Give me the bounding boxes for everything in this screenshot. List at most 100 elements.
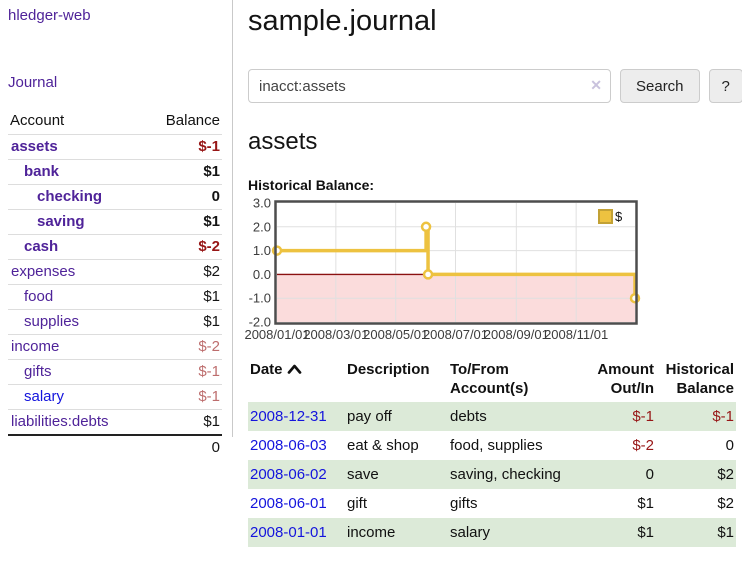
y-tick-label: -2.0 bbox=[249, 315, 271, 330]
transaction-description: income bbox=[347, 524, 396, 541]
y-tick-label: 2.0 bbox=[253, 219, 271, 234]
account-link[interactable]: supplies bbox=[24, 313, 80, 330]
account-link[interactable]: gifts bbox=[24, 363, 52, 380]
account-link[interactable]: expenses bbox=[11, 263, 76, 280]
account-row: liabilities:debts $1 bbox=[8, 409, 222, 436]
accounts-table-body: assets $-1 bank $1 checking 0 saving $1 cash $-2 e… bbox=[8, 134, 222, 436]
account-balance: $-1 bbox=[198, 138, 220, 155]
brand-link[interactable]: hledger-web bbox=[8, 7, 91, 24]
transaction-accounts: salary bbox=[450, 524, 491, 541]
account-row: assets $-1 bbox=[8, 134, 222, 160]
transaction-description: pay off bbox=[347, 408, 392, 425]
column-header-amount: Amount Out/In bbox=[597, 361, 654, 397]
transaction-date-link[interactable]: 2008-06-02 bbox=[250, 466, 327, 483]
account-balance: $1 bbox=[203, 413, 220, 430]
transaction-balance: $2 bbox=[717, 466, 734, 483]
transaction-amount: $1 bbox=[637, 524, 654, 541]
account-link[interactable]: bank bbox=[24, 163, 60, 180]
account-row: saving $1 bbox=[8, 209, 222, 235]
transaction-date-link[interactable]: 2008-12-31 bbox=[250, 408, 327, 425]
account-link[interactable]: checking bbox=[37, 188, 103, 205]
accounts-total-spacer bbox=[8, 435, 145, 460]
search-bar: ✕ Search ? bbox=[248, 69, 742, 103]
account-row: income $-2 bbox=[8, 334, 222, 360]
search-input-wrap: ✕ bbox=[248, 69, 611, 103]
account-balance: $1 bbox=[203, 313, 220, 330]
transaction-row: 2008-01-01 income salary $1 $1 bbox=[248, 518, 736, 547]
x-tick-label: 2008/03/01 bbox=[303, 327, 368, 342]
account-link[interactable]: cash bbox=[24, 238, 59, 255]
legend-label: $ bbox=[615, 209, 623, 224]
account-link[interactable]: saving bbox=[37, 213, 85, 230]
transaction-amount: $-1 bbox=[632, 408, 654, 425]
transaction-balance: $2 bbox=[717, 495, 734, 512]
transaction-row: 2008-06-02 save saving, checking 0 $2 bbox=[248, 460, 736, 489]
transaction-accounts: gifts bbox=[450, 495, 478, 512]
account-balance: $1 bbox=[203, 163, 220, 180]
account-link[interactable]: income bbox=[11, 338, 60, 355]
x-tick-label: 2008/09/01 bbox=[484, 327, 549, 342]
chevron-up-icon bbox=[287, 361, 302, 380]
account-row: food $1 bbox=[8, 284, 222, 310]
data-point bbox=[420, 221, 432, 233]
account-balance: $-2 bbox=[198, 338, 220, 355]
account-link[interactable]: assets bbox=[11, 138, 58, 155]
main-content: sample.journal ✕ Search ? assets Histori… bbox=[233, 0, 742, 547]
account-row: gifts $-1 bbox=[8, 359, 222, 385]
data-point bbox=[629, 292, 641, 304]
account-balance: $2 bbox=[203, 263, 220, 280]
x-tick-label: 2008/11/01 bbox=[544, 327, 608, 342]
transaction-accounts: debts bbox=[450, 408, 487, 425]
search-button[interactable]: Search bbox=[620, 69, 700, 103]
transactions-table-body: 2008-12-31 pay off debts $-1 $-1 2008-06-03 ea… bbox=[248, 402, 736, 547]
transaction-amount: 0 bbox=[645, 466, 654, 483]
transaction-row: 2008-12-31 pay off debts $-1 $-1 bbox=[248, 402, 736, 431]
account-link[interactable]: salary bbox=[24, 388, 65, 405]
transaction-description: save bbox=[347, 466, 379, 483]
accounts-header-balance: Balance bbox=[165, 112, 220, 129]
data-point bbox=[271, 245, 283, 256]
x-tick-label: 2008/05/01 bbox=[363, 327, 428, 342]
search-input[interactable] bbox=[248, 69, 611, 103]
accounts-total-value: 0 bbox=[211, 439, 220, 456]
account-row: bank $1 bbox=[8, 159, 222, 185]
account-balance: 0 bbox=[211, 188, 220, 205]
date-header-label: Date bbox=[250, 361, 283, 378]
data-point bbox=[422, 269, 434, 280]
y-tick-label: 1.0 bbox=[253, 243, 271, 258]
transaction-description: gift bbox=[347, 495, 368, 512]
transaction-accounts: saving, checking bbox=[450, 466, 561, 483]
account-balance: $1 bbox=[203, 213, 220, 230]
transaction-balance: 0 bbox=[725, 437, 734, 454]
y-tick-label: -1.0 bbox=[249, 291, 271, 306]
transaction-description: eat & shop bbox=[347, 437, 419, 454]
accounts-header-account: Account bbox=[10, 112, 65, 129]
plot-border bbox=[274, 200, 638, 325]
y-tick-label: 0.0 bbox=[253, 267, 271, 282]
transaction-date-link[interactable]: 2008-06-01 bbox=[250, 495, 327, 512]
help-button[interactable]: ? bbox=[708, 69, 742, 103]
accounts-table: Account Balance assets $-1 bank $1 checking 0… bbox=[8, 109, 222, 460]
balance-chart-svg: 3.0 2.0 1.0 0.0 -1.0 -2.02008/01/012008/03/01… bbox=[244, 196, 641, 342]
account-row: expenses $2 bbox=[8, 259, 222, 285]
y-tick-label: 3.0 bbox=[253, 196, 271, 211]
column-header-description: Description bbox=[347, 361, 430, 378]
sidebar: hledger-web Journal Account Balance asse… bbox=[0, 0, 233, 456]
transaction-accounts: food, supplies bbox=[450, 437, 543, 454]
transaction-balance: $1 bbox=[717, 524, 734, 541]
transaction-date-link[interactable]: 2008-06-03 bbox=[250, 437, 327, 454]
account-balance: $-1 bbox=[198, 388, 220, 405]
account-row: checking 0 bbox=[8, 184, 222, 210]
account-link[interactable]: liabilities:debts bbox=[11, 413, 109, 430]
column-header-date[interactable]: Date bbox=[248, 358, 345, 402]
app-root: hledger-web Journal Account Balance asse… bbox=[0, 0, 742, 547]
account-link[interactable]: food bbox=[24, 288, 54, 305]
legend-swatch bbox=[598, 209, 613, 224]
account-balance: $-1 bbox=[198, 363, 220, 380]
transaction-row: 2008-06-03 eat & shop food, supplies $-2 0 bbox=[248, 431, 736, 460]
sidebar-item-journal[interactable]: Journal bbox=[8, 74, 58, 91]
chart-label: Historical Balance: bbox=[248, 177, 375, 193]
transactions-header-row: Date Description To/From Account(s) Amou… bbox=[248, 358, 736, 402]
transaction-date-link[interactable]: 2008-01-01 bbox=[250, 524, 327, 541]
clear-search-icon[interactable]: ✕ bbox=[590, 77, 602, 93]
